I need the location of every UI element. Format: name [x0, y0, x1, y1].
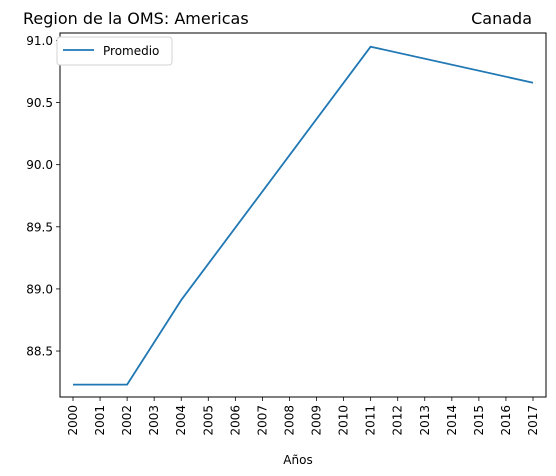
y-tick-label: 91.0	[26, 34, 53, 48]
x-tick-label: 2011	[364, 405, 378, 436]
legend-box	[56, 36, 173, 66]
y-tick-label: 88.5	[26, 345, 53, 359]
x-tick-label: 2000	[66, 405, 80, 436]
legend-label: Promedio	[103, 44, 159, 58]
x-tick-label: 2001	[93, 405, 107, 436]
legend: Promedio	[56, 36, 173, 66]
x-tick-label: 2009	[310, 405, 324, 436]
y-axis: 88.5 89.0 89.5 90.0 90.5 91.0	[26, 34, 60, 359]
chart-title-left: Region de la OMS: Americas	[23, 9, 249, 28]
x-tick-label: 2016	[499, 405, 513, 436]
y-tick-label: 90.5	[26, 96, 53, 110]
y-tick-label: 89.5	[26, 220, 53, 234]
x-tick-label: 2015	[472, 405, 486, 436]
x-tick-label: 2006	[228, 405, 242, 436]
x-axis-label: Años	[283, 453, 312, 467]
series-layer	[73, 45, 534, 386]
x-tick-label: 2017	[526, 405, 540, 436]
plot-area	[59, 32, 547, 398]
x-tick-label: 2013	[418, 405, 432, 436]
y-tick-label: 89.0	[26, 282, 53, 296]
x-tick-label: 2012	[391, 405, 405, 436]
x-tick-label: 2014	[445, 405, 459, 436]
series-line-promedio	[73, 45, 534, 386]
x-tick-label: 2008	[282, 405, 296, 436]
x-axis: 2000 2001 2002 2003 2004 2005 2006 2007 2008 2009…	[66, 397, 540, 436]
x-tick-label: 2005	[201, 405, 215, 436]
y-tick-label: 90.0	[26, 158, 53, 172]
x-tick-label: 2004	[174, 405, 188, 436]
x-tick-label: 2007	[255, 405, 269, 436]
x-tick-label: 2002	[120, 405, 134, 436]
x-tick-label: 2003	[147, 405, 161, 436]
chart-title-right: Canada	[471, 9, 532, 28]
x-tick-label: 2010	[337, 405, 351, 436]
